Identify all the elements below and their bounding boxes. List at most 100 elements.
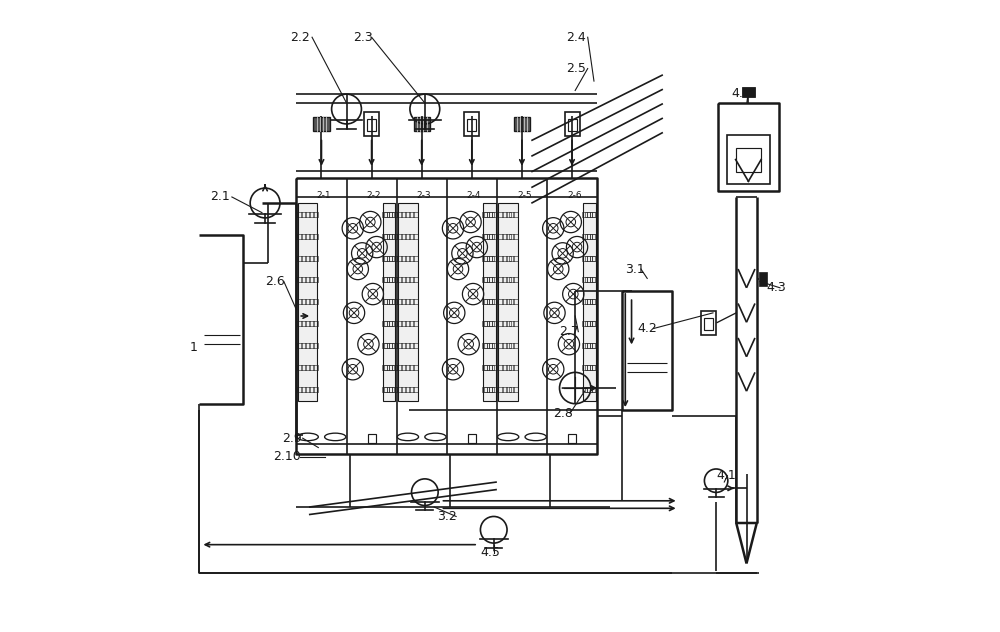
Bar bbox=[313, 234, 318, 239]
Bar bbox=[487, 300, 492, 305]
Bar bbox=[305, 212, 310, 217]
Bar bbox=[297, 234, 302, 239]
Text: 4.3: 4.3 bbox=[766, 281, 786, 295]
Bar bbox=[305, 255, 310, 260]
Bar bbox=[506, 300, 511, 305]
Bar bbox=[384, 300, 389, 305]
Bar bbox=[585, 365, 590, 370]
Bar bbox=[492, 234, 497, 239]
Bar bbox=[489, 300, 494, 305]
Bar bbox=[467, 119, 476, 131]
Bar bbox=[297, 321, 302, 326]
Bar bbox=[482, 343, 487, 348]
Bar bbox=[297, 212, 302, 217]
Bar bbox=[392, 255, 397, 260]
Bar bbox=[506, 212, 511, 217]
Bar bbox=[392, 300, 397, 305]
Bar bbox=[413, 234, 418, 239]
Bar bbox=[727, 135, 770, 184]
Bar bbox=[384, 255, 389, 260]
Bar bbox=[582, 300, 587, 305]
Text: 2-4: 2-4 bbox=[467, 191, 481, 200]
Bar bbox=[502, 387, 507, 392]
Bar bbox=[509, 234, 514, 239]
Text: 2-6: 2-6 bbox=[567, 191, 582, 200]
Bar bbox=[487, 234, 492, 239]
Bar bbox=[309, 321, 314, 326]
Bar bbox=[392, 365, 397, 370]
Bar bbox=[484, 234, 489, 239]
Text: 2.1: 2.1 bbox=[211, 190, 230, 204]
Bar bbox=[509, 277, 514, 283]
Bar bbox=[392, 387, 397, 392]
Bar bbox=[464, 112, 479, 136]
Bar bbox=[389, 255, 394, 260]
Bar bbox=[384, 387, 389, 392]
Bar bbox=[297, 387, 302, 392]
Bar bbox=[513, 321, 518, 326]
Bar bbox=[405, 321, 410, 326]
Bar bbox=[582, 234, 587, 239]
Bar bbox=[405, 365, 410, 370]
Bar bbox=[468, 434, 476, 442]
Bar bbox=[498, 387, 503, 392]
Bar bbox=[482, 277, 487, 283]
Bar bbox=[489, 277, 494, 283]
Text: 4.4: 4.4 bbox=[732, 87, 752, 100]
Bar bbox=[590, 234, 595, 239]
Bar bbox=[413, 343, 418, 348]
Bar bbox=[742, 87, 755, 97]
Bar bbox=[309, 343, 314, 348]
Bar bbox=[513, 255, 518, 260]
Bar bbox=[592, 387, 597, 392]
Bar bbox=[397, 212, 402, 217]
Text: 2-2: 2-2 bbox=[367, 191, 381, 200]
Bar bbox=[492, 365, 497, 370]
Bar bbox=[387, 365, 392, 370]
Bar bbox=[484, 365, 489, 370]
Bar bbox=[498, 255, 503, 260]
Bar bbox=[368, 434, 376, 442]
Bar bbox=[309, 300, 314, 305]
Bar bbox=[583, 204, 596, 401]
Bar bbox=[585, 321, 590, 326]
Bar bbox=[414, 117, 430, 131]
Bar bbox=[401, 387, 406, 392]
Bar bbox=[382, 387, 387, 392]
Bar bbox=[509, 255, 514, 260]
Bar bbox=[582, 277, 587, 283]
Bar bbox=[487, 343, 492, 348]
Text: 2.2: 2.2 bbox=[290, 31, 310, 44]
Bar bbox=[305, 300, 310, 305]
Bar bbox=[509, 212, 514, 217]
Bar bbox=[592, 277, 597, 283]
Bar bbox=[384, 277, 389, 283]
Bar bbox=[405, 387, 410, 392]
Bar bbox=[587, 321, 592, 326]
Bar bbox=[498, 321, 503, 326]
Bar bbox=[585, 234, 590, 239]
Bar bbox=[389, 300, 394, 305]
Bar bbox=[405, 255, 410, 260]
Bar bbox=[489, 343, 494, 348]
Bar bbox=[413, 321, 418, 326]
Bar bbox=[568, 119, 577, 131]
Bar bbox=[305, 387, 310, 392]
Bar bbox=[513, 343, 518, 348]
Bar bbox=[513, 365, 518, 370]
Text: 1: 1 bbox=[190, 341, 198, 354]
Bar bbox=[313, 343, 318, 348]
Bar bbox=[506, 234, 511, 239]
Bar bbox=[392, 343, 397, 348]
Bar bbox=[482, 387, 487, 392]
Bar bbox=[401, 277, 406, 283]
Bar bbox=[382, 343, 387, 348]
Bar bbox=[397, 234, 402, 239]
Bar bbox=[489, 234, 494, 239]
Bar bbox=[387, 255, 392, 260]
Bar bbox=[409, 212, 414, 217]
Bar bbox=[509, 343, 514, 348]
Bar bbox=[565, 112, 580, 136]
Bar bbox=[484, 300, 489, 305]
Bar bbox=[401, 255, 406, 260]
